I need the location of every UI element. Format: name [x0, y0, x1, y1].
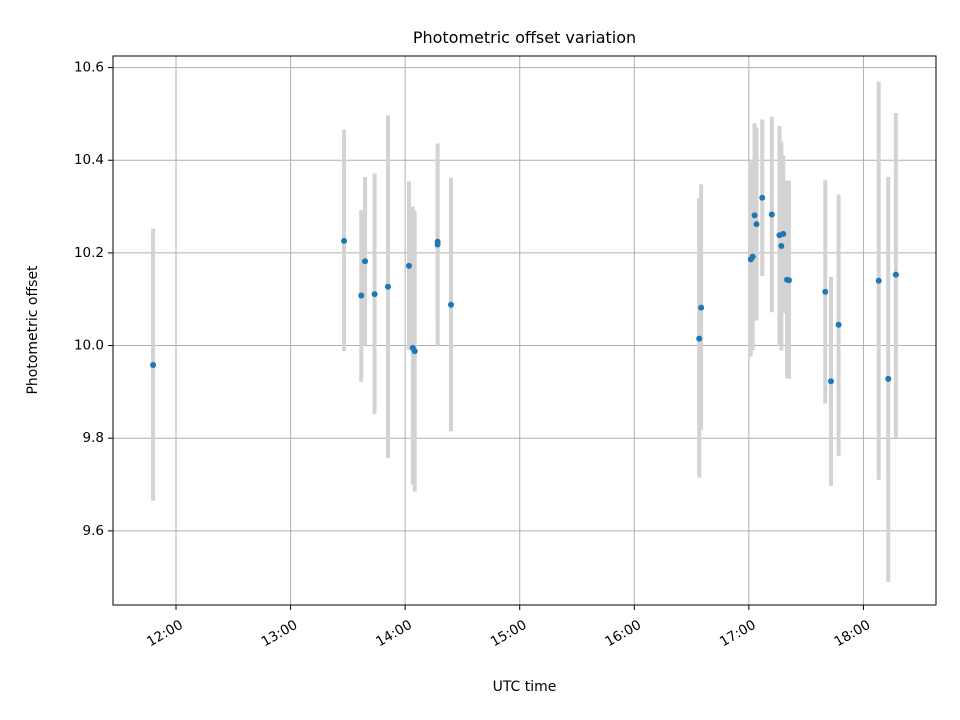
- data-point: [768, 211, 775, 218]
- data-point: [362, 258, 369, 265]
- plot-frame: [112, 55, 937, 606]
- data-point: [698, 304, 705, 311]
- data-point: [434, 238, 441, 245]
- data-point: [785, 277, 792, 284]
- data-point: [696, 335, 703, 342]
- data-points: [150, 194, 899, 385]
- data-point: [780, 230, 787, 237]
- data-point: [405, 262, 412, 269]
- data-point: [822, 288, 829, 295]
- y-tick-label: 9.6: [83, 523, 104, 539]
- data-point: [371, 291, 378, 298]
- plot-area: [113, 56, 936, 605]
- data-point: [358, 292, 365, 299]
- data-point: [827, 378, 834, 385]
- y-axis-label: Photometric offset: [25, 265, 41, 395]
- data-point: [835, 321, 842, 328]
- chart-title: Photometric offset variation: [413, 28, 636, 47]
- data-point: [411, 348, 418, 355]
- y-tick-label: 9.8: [83, 430, 104, 446]
- data-point: [885, 375, 892, 382]
- x-axis-label: UTC time: [493, 679, 557, 695]
- y-tick-label: 10.0: [74, 338, 104, 354]
- data-point: [751, 212, 758, 219]
- data-point: [892, 271, 899, 278]
- data-point: [875, 277, 882, 284]
- y-tick-label: 10.6: [74, 60, 104, 76]
- data-point: [384, 283, 391, 290]
- data-point: [341, 237, 348, 244]
- grid: [113, 56, 936, 605]
- data-point: [753, 221, 760, 228]
- data-point: [778, 242, 785, 249]
- data-point: [749, 253, 756, 260]
- data-point: [447, 301, 454, 308]
- y-tick-label: 10.2: [74, 245, 104, 261]
- data-point: [759, 194, 766, 201]
- y-axis-ticks: 9.6 9.8 10.0 10.2 10.4 10.6: [74, 60, 113, 539]
- data-point: [150, 362, 157, 369]
- y-tick-label: 10.4: [74, 152, 104, 168]
